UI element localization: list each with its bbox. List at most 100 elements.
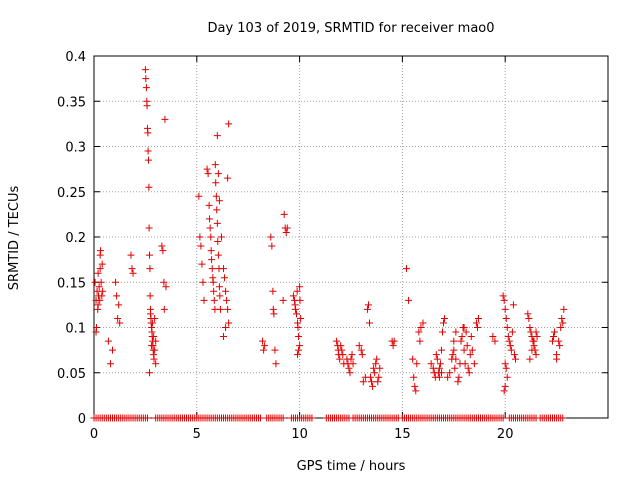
- data-point: [95, 283, 103, 291]
- y-tick-label: 0.05: [57, 367, 86, 382]
- data-point: [142, 84, 150, 92]
- x-tick-label: 5: [193, 427, 201, 442]
- data-point: [128, 265, 136, 273]
- data-point: [468, 346, 476, 354]
- data-point-zero: [559, 414, 567, 422]
- data-point: [297, 314, 305, 322]
- y-tick-label: 0.25: [57, 186, 86, 201]
- data-point: [225, 120, 233, 128]
- data-point: [151, 314, 159, 322]
- y-tick-label: 0.1: [65, 322, 86, 337]
- data-point: [413, 360, 421, 368]
- data-point: [91, 278, 99, 286]
- data-point: [203, 165, 211, 173]
- data-point: [283, 224, 291, 232]
- data-point: [212, 179, 220, 187]
- data-point: [333, 337, 341, 345]
- data-point: [376, 364, 384, 372]
- data-point: [115, 301, 123, 309]
- data-point: [113, 292, 121, 300]
- data-point: [501, 305, 509, 313]
- data-point: [450, 337, 458, 345]
- data-point: [259, 337, 267, 345]
- data-point: [449, 351, 457, 359]
- data-point: [437, 369, 445, 377]
- data-point: [460, 324, 468, 331]
- data-point: [370, 364, 378, 372]
- data-point: [505, 337, 513, 345]
- data-point: [437, 346, 445, 354]
- data-point: [461, 360, 469, 368]
- data-point: [92, 328, 100, 336]
- x-tick-label: 20: [497, 427, 514, 442]
- data-point: [489, 333, 497, 341]
- data-point: [551, 328, 559, 336]
- data-point: [429, 364, 437, 372]
- data-point: [291, 305, 299, 313]
- data-point: [147, 305, 155, 313]
- data-point-zero: [143, 414, 151, 422]
- data-point: [296, 342, 304, 350]
- data-point: [450, 346, 458, 354]
- data-point: [457, 337, 465, 345]
- data-point: [116, 319, 124, 327]
- data-point: [501, 382, 509, 390]
- data-point: [337, 342, 345, 350]
- data-point: [369, 382, 377, 390]
- data-point: [472, 319, 480, 327]
- data-point: [206, 224, 214, 232]
- data-point: [502, 314, 510, 322]
- data-point: [357, 346, 365, 354]
- data-point: [463, 342, 471, 350]
- data-point: [405, 296, 413, 304]
- data-point: [215, 197, 223, 205]
- data-point: [440, 319, 448, 327]
- data-point: [348, 351, 356, 359]
- data-point: [555, 337, 563, 345]
- data-point: [142, 75, 150, 83]
- data-point: [212, 192, 220, 200]
- x-axis-label: GPS time / hours: [297, 459, 406, 474]
- data-point: [152, 360, 160, 368]
- data-point: [455, 373, 463, 381]
- data-point: [205, 201, 213, 209]
- data-point: [106, 360, 114, 368]
- data-point: [225, 319, 233, 327]
- data-point: [458, 333, 466, 341]
- data-point: [403, 265, 411, 273]
- data-point: [224, 174, 232, 182]
- data-point: [141, 66, 149, 74]
- data-point: [129, 269, 137, 277]
- data-point: [196, 233, 204, 241]
- data-point: [557, 324, 565, 331]
- data-point-zero: [257, 414, 265, 422]
- data-point: [364, 301, 372, 309]
- data-point: [462, 328, 470, 336]
- data-point: [144, 129, 152, 137]
- data-point: [99, 287, 107, 295]
- data-point: [530, 337, 538, 345]
- data-point: [390, 337, 398, 345]
- data-point: [209, 278, 217, 286]
- data-point: [436, 360, 444, 368]
- data-point: [282, 228, 290, 236]
- data-point: [268, 242, 276, 250]
- data-point: [146, 292, 154, 300]
- data-point: [415, 328, 423, 336]
- data-point: [270, 310, 278, 318]
- data-point: [272, 360, 280, 368]
- data-point: [499, 292, 507, 300]
- data-point: [221, 274, 229, 282]
- data-point: [96, 296, 104, 304]
- data-point: [267, 233, 275, 241]
- data-point: [435, 373, 443, 381]
- x-tick-label: 15: [394, 427, 411, 442]
- data-point: [511, 355, 519, 363]
- data-point: [97, 278, 105, 286]
- y-tick-label: 0.3: [65, 141, 86, 156]
- y-tick-label: 0.2: [65, 231, 86, 246]
- data-point: [411, 382, 419, 390]
- data-point: [367, 373, 375, 381]
- data-point: [419, 319, 427, 327]
